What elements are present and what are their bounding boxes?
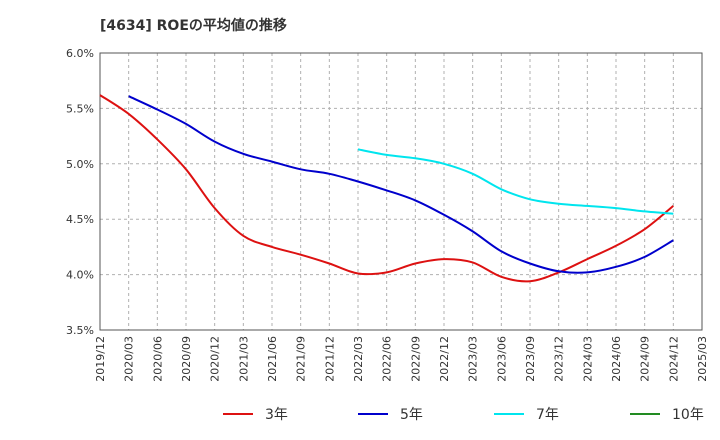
y-axis-ticks: 3.5% 4.0% 4.5% 5.0% 5.5% 6.0%	[66, 47, 94, 337]
x-tick-label: 2024/06	[610, 336, 623, 382]
x-axis-ticks: 2019/12 2020/03 2020/06 2020/09 2020/12 2021/…	[94, 336, 709, 382]
legend-label: 3年	[265, 407, 288, 423]
x-tick-label: 2019/12	[94, 336, 107, 382]
grid-lines	[100, 53, 702, 330]
series-line-3年	[99, 94, 674, 283]
x-tick-label: 2023/09	[524, 336, 537, 382]
x-tick-label: 2024/03	[581, 336, 594, 382]
x-tick-label: 2021/09	[295, 336, 308, 382]
y-tick-label: 3.5%	[66, 324, 94, 337]
series-line-7年	[357, 148, 674, 215]
x-tick-label: 2021/06	[266, 336, 279, 382]
x-tick-label: 2021/03	[237, 336, 250, 382]
x-tick-label: 2022/03	[352, 336, 365, 382]
x-tick-label: 2025/03	[696, 336, 709, 382]
x-tick-label: 2024/09	[639, 336, 652, 382]
x-tick-label: 2023/03	[467, 336, 480, 382]
series-line-5年	[128, 95, 674, 274]
x-tick-label: 2021/12	[323, 336, 336, 382]
legend-label: 5年	[400, 407, 423, 423]
y-tick-label: 6.0%	[66, 47, 94, 60]
x-tick-label: 2022/12	[438, 336, 451, 382]
legend-label: 7年	[536, 407, 559, 423]
x-tick-label: 2020/12	[209, 336, 222, 382]
legend-label: 10年	[672, 407, 704, 423]
x-tick-label: 2023/06	[495, 336, 508, 382]
series-lines	[99, 94, 674, 283]
y-tick-label: 4.0%	[66, 269, 94, 282]
legend: 3年 5年 7年 10年	[223, 407, 704, 423]
x-tick-label: 2022/09	[409, 336, 422, 382]
y-tick-label: 5.5%	[66, 102, 94, 115]
plot-area-border	[99, 52, 703, 331]
y-tick-label: 5.0%	[66, 158, 94, 171]
y-tick-label: 4.5%	[66, 213, 94, 226]
x-tick-label: 2020/06	[151, 336, 164, 382]
x-tick-label: 2020/03	[123, 336, 136, 382]
x-tick-label: 2024/12	[667, 336, 680, 382]
x-tick-label: 2022/06	[381, 336, 394, 382]
x-tick-label: 2023/12	[553, 336, 566, 382]
x-tick-label: 2020/09	[180, 336, 193, 382]
chart-title: [4634] ROEの平均値の推移	[100, 17, 287, 34]
